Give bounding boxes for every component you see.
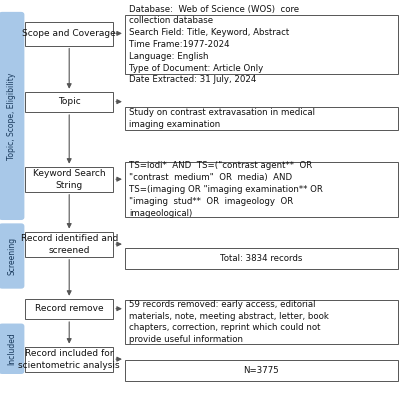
FancyBboxPatch shape	[0, 224, 24, 289]
FancyBboxPatch shape	[125, 15, 398, 74]
Text: Database:  Web of Science (WOS)  core
collection database
Search Field: Title, K: Database: Web of Science (WOS) core coll…	[129, 5, 299, 85]
FancyBboxPatch shape	[25, 21, 113, 46]
Text: 59 records removed: early access, editorial
materials, note, meeting abstract, l: 59 records removed: early access, editor…	[129, 300, 329, 344]
Text: Record included for
scientometric analysis: Record included for scientometric analys…	[18, 349, 120, 370]
Text: Total: 3834 records: Total: 3834 records	[220, 254, 302, 263]
Text: Topic, Scope, Eligibility: Topic, Scope, Eligibility	[7, 72, 16, 160]
Text: Included: Included	[7, 332, 16, 365]
Text: Record identified and
screened: Record identified and screened	[20, 234, 118, 254]
FancyBboxPatch shape	[125, 360, 398, 382]
Text: Scope and Coverage: Scope and Coverage	[22, 29, 116, 38]
FancyBboxPatch shape	[0, 12, 24, 220]
Text: Topic: Topic	[58, 97, 80, 106]
FancyBboxPatch shape	[25, 299, 113, 319]
Text: Study on contrast extravasation in medical
imaging examination: Study on contrast extravasation in medic…	[129, 108, 315, 129]
FancyBboxPatch shape	[25, 347, 113, 372]
FancyBboxPatch shape	[125, 162, 398, 217]
FancyBboxPatch shape	[125, 248, 398, 269]
FancyBboxPatch shape	[25, 167, 113, 192]
FancyBboxPatch shape	[25, 231, 113, 257]
Text: TS=iodi*  AND  TS=("contrast agent**  OR
"contrast  medium"  OR  media)  AND
TS=: TS=iodi* AND TS=("contrast agent** OR "c…	[129, 162, 323, 218]
Text: Keyword Search
String: Keyword Search String	[33, 169, 106, 190]
FancyBboxPatch shape	[25, 92, 113, 112]
FancyBboxPatch shape	[125, 107, 398, 130]
FancyBboxPatch shape	[125, 300, 398, 344]
Text: Screening: Screening	[7, 237, 16, 275]
Text: N=3775: N=3775	[243, 366, 279, 375]
FancyBboxPatch shape	[0, 324, 24, 374]
Text: Record remove: Record remove	[35, 304, 104, 313]
